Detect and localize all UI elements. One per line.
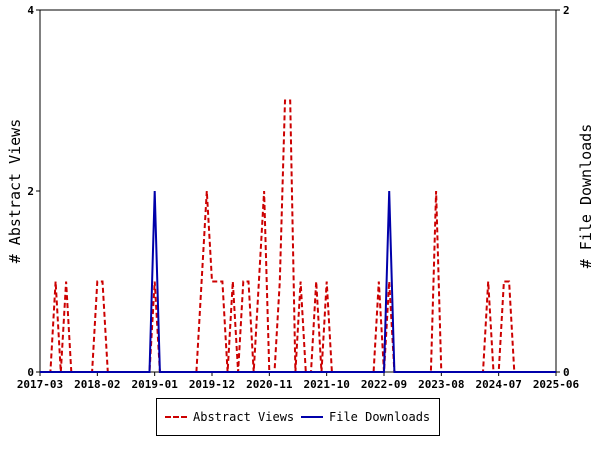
x-tick-label: 2025-06 xyxy=(533,378,580,391)
y-left-tick-label: 0 xyxy=(27,366,34,379)
legend-label-file-downloads: File Downloads xyxy=(329,410,431,424)
x-tick-label: 2018-02 xyxy=(74,378,120,391)
y-left-tick-label: 4 xyxy=(27,4,34,17)
legend-item-file-downloads: File Downloads xyxy=(301,410,430,424)
series-line-file-downloads xyxy=(40,190,556,373)
series-lines xyxy=(40,99,556,373)
legend: Abstract Views File Downloads xyxy=(156,398,440,436)
y-left-tick-label: 2 xyxy=(27,185,34,198)
x-tick-label: 2024-07 xyxy=(475,378,521,391)
plot-area-frame xyxy=(39,9,557,373)
x-tick-label: 2023-08 xyxy=(418,378,464,391)
y-right-tick-label: 0 xyxy=(563,366,570,379)
y-axis-left-title: # Abstract Views xyxy=(6,119,24,264)
x-tick-label: 2020-11 xyxy=(246,378,293,391)
x-tick-label: 2019-12 xyxy=(189,378,235,391)
legend-swatch-abstract-views xyxy=(165,416,187,418)
x-tick-label: 2022-09 xyxy=(361,378,407,391)
tick-labels: 2017-03 2018-02 2019-01 2019-12 2020-11 2021-… xyxy=(17,4,580,391)
series-line-abstract-views xyxy=(40,99,556,373)
y-axis-right-title: # File Downloads xyxy=(577,124,595,269)
y-right-tick-label: 2 xyxy=(563,4,570,17)
x-tick-label: 2019-01 xyxy=(131,378,178,391)
legend-swatch-file-downloads xyxy=(301,416,323,418)
legend-item-abstract-views: Abstract Views xyxy=(165,410,294,424)
x-tick-label: 2017-03 xyxy=(17,378,63,391)
legend-label-abstract-views: Abstract Views xyxy=(193,410,295,424)
x-tick-label: 2021-10 xyxy=(303,378,349,391)
